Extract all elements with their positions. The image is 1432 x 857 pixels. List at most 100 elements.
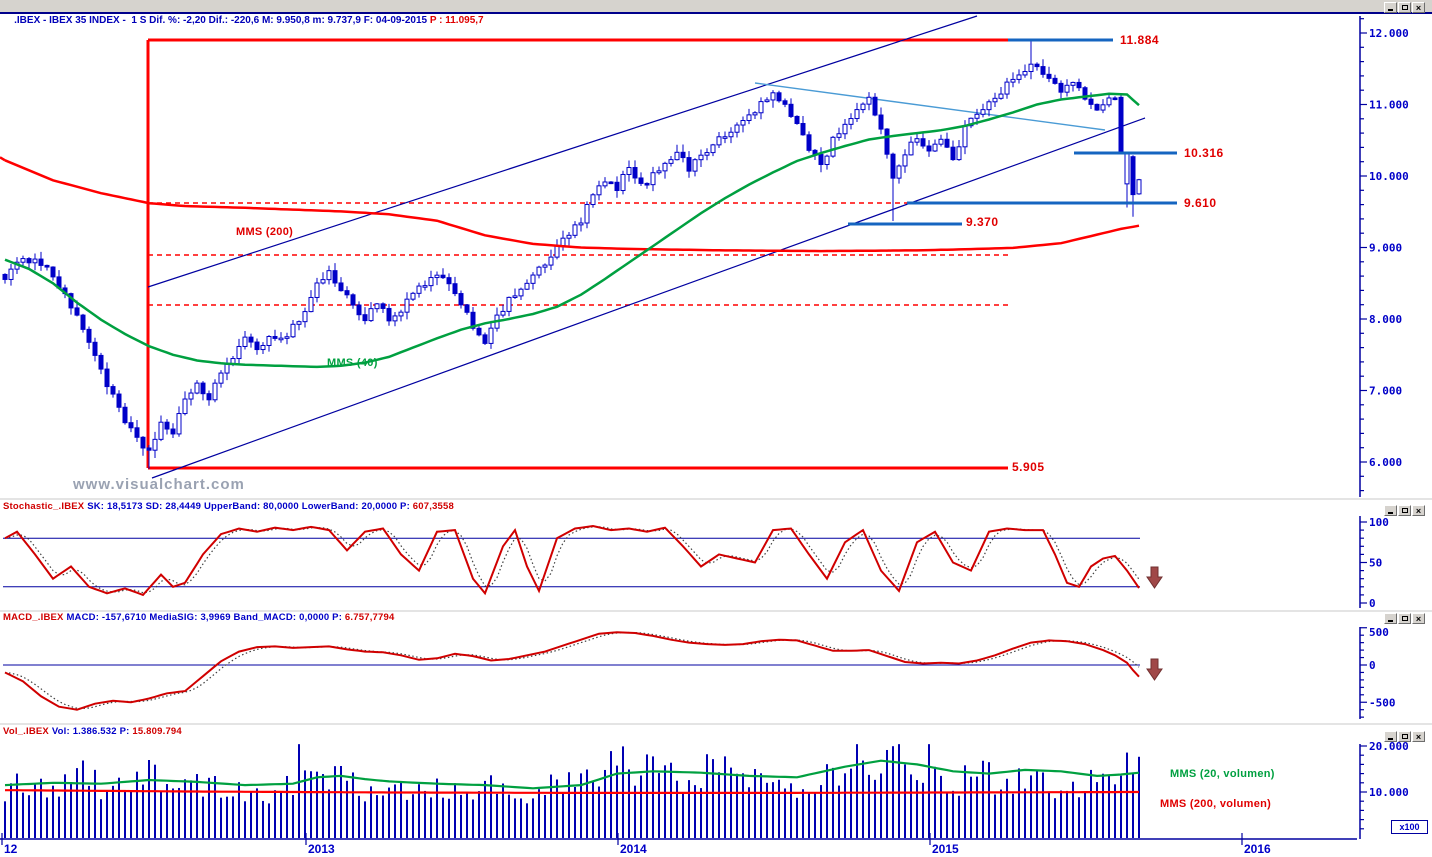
mms40-label: MMS (40) <box>327 357 378 369</box>
stochastic-sd-line <box>4 526 1140 594</box>
svg-text:500: 500 <box>1369 626 1389 639</box>
axes: 12.000 11.000 10.000 9.000 8.000 7.000 6.000 10… <box>0 16 1409 856</box>
stochastic-params: SK: 18,5173 SD: 28,4449 UpperBand: 80,00… <box>87 501 413 512</box>
volume-panel-header[interactable]: Vol_.IBEX Vol: 1.386.532 P: 15.809.794 <box>3 726 182 737</box>
restore-icon <box>1401 508 1408 513</box>
svg-text:10.000: 10.000 <box>1369 170 1409 183</box>
svg-text:2014: 2014 <box>620 842 647 856</box>
volume-mms200-label: MMS (200, volumen) <box>1160 798 1272 810</box>
stochastic-panel-close-button[interactable]: × <box>1412 505 1425 516</box>
stochastic-panel-restore-button[interactable] <box>1398 505 1411 516</box>
close-icon: × <box>1415 505 1422 516</box>
volume-params: Vol: 1.386.532 P: <box>51 726 133 737</box>
main-plot-area[interactable] <box>0 16 1357 497</box>
minimize-icon <box>1388 620 1393 622</box>
restore-icon <box>1401 734 1408 739</box>
macd-panel-controls: × <box>1384 613 1425 624</box>
minimize-icon <box>1388 512 1393 514</box>
volume-mms20-line <box>4 759 1140 790</box>
svg-text:2015: 2015 <box>932 842 959 856</box>
signal-arrows <box>1146 566 1163 681</box>
svg-text:12.000: 12.000 <box>1369 27 1409 40</box>
mms200-series <box>4 159 1140 253</box>
mms40-line <box>4 92 1140 369</box>
stochastic-sk-line <box>4 524 1140 597</box>
time-scale[interactable] <box>0 840 1357 857</box>
window-controls: × <box>1384 2 1425 13</box>
minimize-icon <box>1388 9 1393 11</box>
volume-mms20-label: MMS (20, volumen) <box>1170 768 1275 780</box>
svg-text:7.000: 7.000 <box>1369 385 1402 398</box>
stochastic-indicator-name: Stochastic_.IBEX <box>3 501 88 512</box>
price-levels <box>848 38 1177 226</box>
window-titlebar[interactable]: .IBEX - IBEX 35 INDEX - 1 S Dif. %: -2,2… <box>0 0 1432 26</box>
macd-panel-header[interactable]: MACD_.IBEX MACD: -157,6710 MediaSIG: 3,9… <box>3 612 394 623</box>
price-level-label-11884: 11.884 <box>1120 33 1160 47</box>
macd-indicator-name: MACD_.IBEX <box>3 612 67 623</box>
chart-annotations <box>0 15 1146 479</box>
volume-mms200-line <box>5 789 1139 795</box>
svg-text:50: 50 <box>1369 557 1382 570</box>
window-restore-button[interactable] <box>1398 2 1411 13</box>
panel-separators <box>0 498 1432 725</box>
window-title: .IBEX - IBEX 35 INDEX - 1 S Dif. %: -2,2… <box>14 15 430 26</box>
price-level-label-9370: 9.370 <box>966 215 999 229</box>
svg-text:9.000: 9.000 <box>1369 242 1402 255</box>
restore-icon <box>1401 5 1408 10</box>
svg-text:8.000: 8.000 <box>1369 313 1402 326</box>
svg-text:12: 12 <box>4 842 18 856</box>
macd-signal-line <box>4 631 1140 710</box>
volume-panel <box>4 744 1140 838</box>
svg-text:20.000: 20.000 <box>1369 740 1409 753</box>
volume-value: 15.809.794 <box>132 726 182 737</box>
window-title-last-price: P : 11.095,7 <box>429 15 484 26</box>
svg-text:10.000: 10.000 <box>1369 786 1409 799</box>
price-level-label-5905: 5.905 <box>1012 460 1045 474</box>
stochastic-scale[interactable] <box>1358 516 1432 608</box>
mms200-line <box>4 159 1140 253</box>
volume-panel-minimize-button[interactable] <box>1384 731 1397 742</box>
minimize-icon <box>1388 738 1393 740</box>
macd-panel-close-button[interactable]: × <box>1412 613 1425 624</box>
restore-icon <box>1401 616 1408 621</box>
svg-text:2016: 2016 <box>1244 842 1271 856</box>
volume-indicator-name: Vol_.IBEX <box>3 726 52 737</box>
macd-value: 6.757,7794 <box>344 612 395 623</box>
stochastic-panel-header[interactable]: Stochastic_.IBEX SK: 18,5173 SD: 28,4449… <box>3 501 454 512</box>
stochastic-panel <box>3 524 1140 597</box>
price-scale[interactable] <box>1358 16 1432 498</box>
close-icon: × <box>1415 2 1422 13</box>
svg-text:6.000: 6.000 <box>1369 456 1402 469</box>
stochastic-value: 607,3558 <box>412 501 455 512</box>
volume-panel-restore-button[interactable] <box>1398 731 1411 742</box>
svg-text:11.000: 11.000 <box>1369 99 1409 112</box>
down-arrow-icon <box>1146 566 1163 589</box>
svg-text:100: 100 <box>1369 516 1389 529</box>
close-icon: × <box>1415 731 1422 742</box>
svg-text:-500: -500 <box>1369 696 1396 709</box>
volume-multiplier-badge: x100 <box>1391 820 1428 834</box>
window-close-button[interactable]: × <box>1412 2 1425 13</box>
stochastic-panel-controls: × <box>1384 505 1425 516</box>
svg-text:0: 0 <box>1369 659 1376 672</box>
volume-panel-controls: × <box>1384 731 1425 742</box>
macd-scale[interactable] <box>1358 627 1432 719</box>
down-arrow-icon <box>1146 658 1163 681</box>
svg-text:2013: 2013 <box>308 842 335 856</box>
window-minimize-button[interactable] <box>1384 2 1397 13</box>
price-level-label-9610: 9.610 <box>1184 196 1217 210</box>
mms200-label: MMS (200) <box>236 226 294 238</box>
close-icon: × <box>1415 613 1422 624</box>
macd-panel-minimize-button[interactable] <box>1384 613 1397 624</box>
svg-text:0: 0 <box>1369 597 1376 610</box>
stochastic-panel-minimize-button[interactable] <box>1384 505 1397 516</box>
macd-line <box>4 631 1140 711</box>
candlestick-series <box>2 41 1142 469</box>
price-level-label-10316: 10.316 <box>1184 146 1224 160</box>
macd-panel-restore-button[interactable] <box>1398 613 1411 624</box>
volume-panel-close-button[interactable]: × <box>1412 731 1425 742</box>
mms40-series <box>4 92 1140 369</box>
macd-panel <box>3 631 1140 711</box>
